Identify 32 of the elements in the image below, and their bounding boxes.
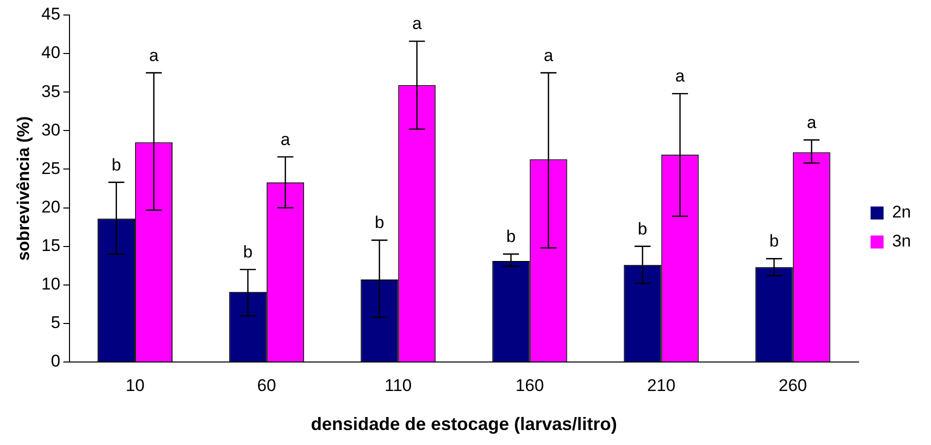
y-tick-label: 30: [41, 120, 60, 140]
x-tick-label: 110: [384, 376, 412, 395]
x-tick-label: 10: [126, 376, 145, 395]
y-tick-label: 15: [41, 236, 60, 256]
annotation: a: [412, 14, 422, 34]
y-tick-label: 40: [41, 43, 60, 62]
annotation: b: [243, 242, 253, 262]
y-tick-label: 0: [50, 352, 60, 371]
annotation: a: [544, 46, 554, 65]
annotation: a: [149, 46, 160, 65]
annotation: a: [280, 130, 291, 149]
y-tick-label: 10: [41, 274, 60, 294]
y-tick-label: 5: [50, 313, 60, 332]
legend-label: 3n: [892, 232, 912, 251]
annotation: b: [112, 155, 122, 174]
x-tick-label: 210: [647, 376, 676, 395]
x-tick-label: 260: [778, 376, 808, 395]
annotation: b: [769, 232, 779, 251]
y-tick-label: 45: [41, 4, 60, 24]
annotation: a: [806, 112, 817, 132]
annotation: b: [506, 227, 516, 246]
annotation: b: [638, 219, 648, 238]
y-tick-label: 35: [41, 82, 60, 101]
legend-label: 2n: [892, 202, 912, 222]
annotation: b: [374, 213, 384, 232]
y-tick-label: 25: [41, 158, 60, 178]
x-axis-title: densidade de estocage (larvas/litro): [310, 414, 618, 434]
y-tick-label: 20: [41, 197, 60, 216]
annotation: a: [675, 66, 686, 86]
x-tick-label: 160: [516, 376, 544, 395]
x-tick-label: 60: [257, 376, 276, 395]
y-axis-title: sobrevivência (%): [14, 116, 33, 261]
